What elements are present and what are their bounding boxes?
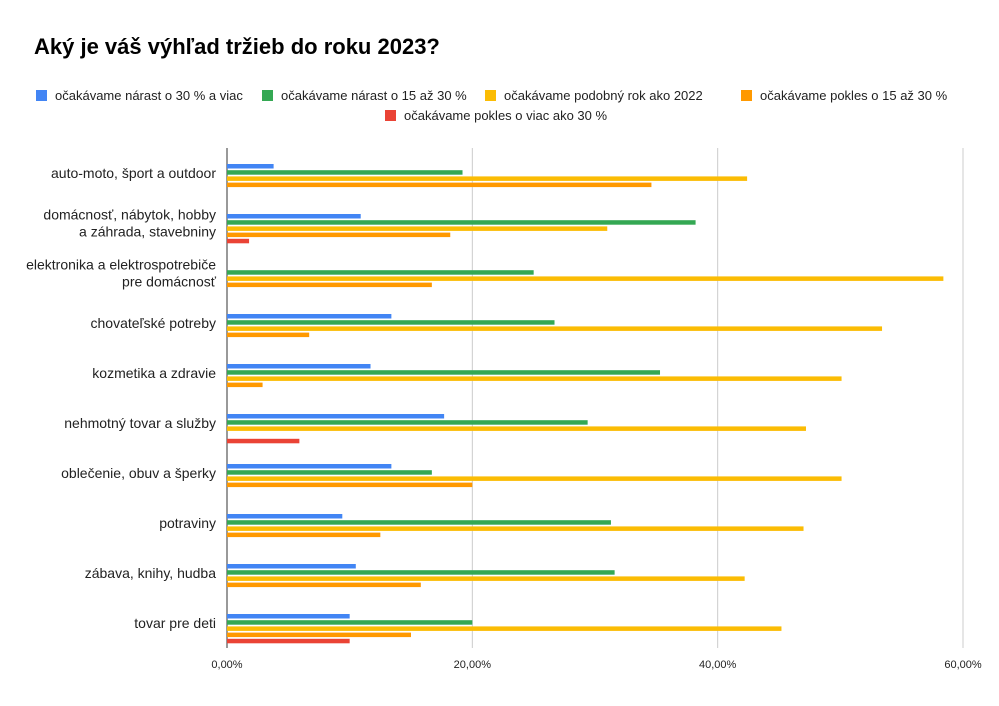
category-label: auto-moto, šport a outdoor <box>51 165 216 181</box>
legend-label: očakávame podobný rok ako 2022 <box>504 88 703 103</box>
legend-label: očakávame nárast o 30 % a viac <box>55 88 243 103</box>
bar <box>227 276 944 281</box>
bar <box>227 226 608 231</box>
legend-label: očakávame nárast o 15 až 30 % <box>281 88 467 103</box>
bar <box>227 376 842 381</box>
legend-swatch <box>741 90 752 101</box>
bar <box>227 220 696 225</box>
bar <box>227 464 392 469</box>
category-label: pre domácnosť <box>122 274 217 290</box>
bar <box>227 438 300 444</box>
bar <box>227 638 350 644</box>
bar <box>227 282 432 288</box>
bar <box>227 176 748 181</box>
bar <box>227 614 350 619</box>
bar <box>227 620 473 625</box>
category-label: kozmetika a zdravie <box>92 365 216 381</box>
category-label: potraviny <box>159 515 216 531</box>
bar <box>227 164 274 169</box>
bar <box>227 270 534 275</box>
bar <box>227 482 473 488</box>
bar <box>227 320 555 325</box>
category-label: chovateľské potreby <box>91 315 217 331</box>
legend-label: očakávame pokles o viac ako 30 % <box>404 108 607 123</box>
bar <box>227 476 842 481</box>
category-label: tovar pre deti <box>134 615 216 631</box>
bar <box>227 532 381 538</box>
legend-label: očakávame pokles o 15 až 30 % <box>760 88 948 103</box>
category-label: elektronika a elektrospotrebiče <box>26 257 216 273</box>
legend-swatch <box>385 110 396 121</box>
bar <box>227 526 804 531</box>
bar <box>227 520 611 525</box>
category-label: nehmotný tovar a služby <box>64 415 216 431</box>
chart-title: Aký je váš výhľad tržieb do roku 2023? <box>34 34 440 59</box>
category-label: oblečenie, obuv a šperky <box>61 465 216 481</box>
x-tick-label: 0,00% <box>211 659 242 671</box>
category-label: zábava, knihy, hudba <box>85 565 216 581</box>
bar <box>227 182 652 188</box>
legend-swatch <box>36 90 47 101</box>
bar <box>227 238 250 244</box>
x-tick-label: 20,00% <box>454 659 492 671</box>
bar <box>227 564 356 569</box>
bar <box>227 626 782 631</box>
bar <box>227 170 463 175</box>
x-tick-label: 60,00% <box>944 659 982 671</box>
bar <box>227 332 310 338</box>
category-label: a záhrada, stavebniny <box>79 224 216 240</box>
bar <box>227 414 445 419</box>
bar <box>227 314 392 319</box>
legend-swatch <box>262 90 273 101</box>
bar <box>227 214 361 219</box>
bar <box>227 576 745 581</box>
bar <box>227 420 588 425</box>
bar <box>227 382 263 388</box>
bar <box>227 582 421 588</box>
bar <box>227 370 661 375</box>
legend-swatch <box>485 90 496 101</box>
category-label: domácnosť, nábytok, hobby <box>43 207 216 223</box>
bar <box>227 426 806 431</box>
bar <box>227 232 451 238</box>
bar <box>227 570 615 575</box>
x-tick-label: 40,00% <box>699 659 737 671</box>
bar <box>227 632 411 638</box>
bar <box>227 514 343 519</box>
bar <box>227 470 432 475</box>
bar <box>227 326 883 331</box>
bar <box>227 364 371 369</box>
